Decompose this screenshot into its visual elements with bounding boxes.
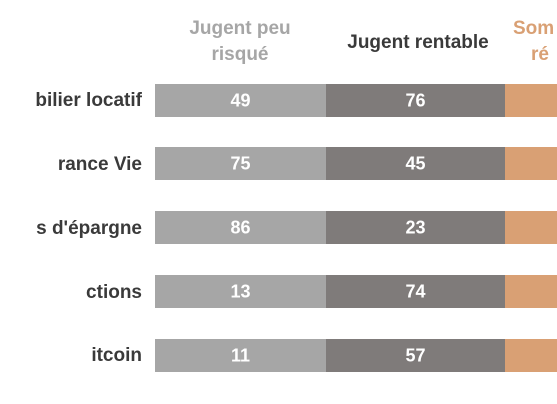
legend-peu-risque: Jugent peu risqué [189, 18, 291, 65]
category-label: itcoin [91, 345, 142, 366]
bar-segment [505, 84, 557, 117]
legend-rentable: Jugent rentable [347, 32, 489, 53]
bar-segment [326, 147, 505, 180]
data-label: 76 [405, 91, 425, 111]
bar-segment [155, 84, 326, 117]
category-label: ctions [86, 282, 142, 303]
bar-segment [155, 339, 326, 372]
bar-segment [505, 211, 557, 244]
category-label: rance Vie [57, 154, 142, 175]
data-label: 74 [405, 282, 425, 302]
bar-segment [326, 84, 505, 117]
bar-segment [326, 339, 505, 372]
bar-segment [326, 275, 505, 308]
data-label: 11 [231, 346, 250, 366]
legend-third-series: Som ré [513, 18, 555, 65]
category-label: s d'épargne [36, 218, 142, 239]
bar-segment [155, 147, 326, 180]
bar-segment [505, 275, 557, 308]
bar-segment [505, 147, 557, 180]
data-label: 45 [405, 154, 425, 174]
bar-segment [505, 339, 557, 372]
data-label: 86 [230, 218, 250, 238]
bar-segment [155, 211, 326, 244]
data-label: 23 [405, 218, 425, 238]
data-label: 49 [230, 91, 250, 111]
data-label: 75 [230, 154, 250, 174]
bar-segment [326, 211, 505, 244]
data-label: 13 [230, 282, 250, 302]
category-label: bilier locatif [35, 90, 142, 111]
bar-segment [155, 275, 326, 308]
data-label: 57 [405, 346, 425, 366]
